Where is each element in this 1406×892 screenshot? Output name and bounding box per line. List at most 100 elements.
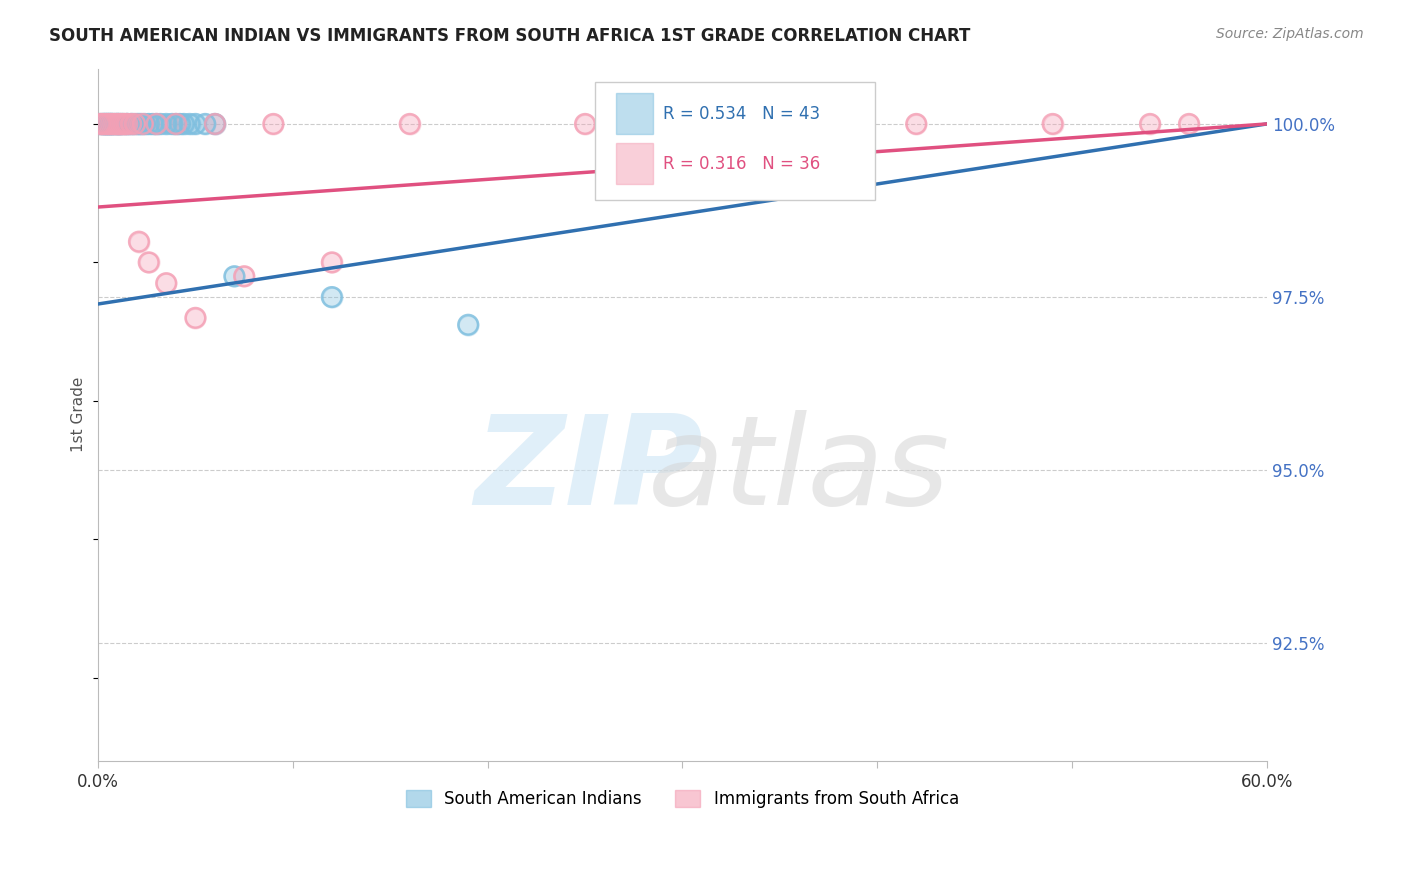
Point <box>194 117 217 131</box>
Point <box>807 117 830 131</box>
Point <box>905 117 928 131</box>
Point <box>94 117 117 131</box>
Point <box>107 117 129 131</box>
Point <box>97 117 120 131</box>
Point <box>173 117 195 131</box>
Point <box>108 117 131 131</box>
Point <box>165 117 187 131</box>
Point <box>142 117 165 131</box>
Point <box>169 117 191 131</box>
Point <box>124 117 146 131</box>
Point <box>91 117 114 131</box>
Point <box>117 117 139 131</box>
Point <box>204 117 226 131</box>
Point <box>114 117 136 131</box>
Point <box>100 117 122 131</box>
Point <box>107 117 129 131</box>
Point <box>104 117 127 131</box>
Point <box>107 117 129 131</box>
Point <box>173 117 195 131</box>
Point <box>103 117 125 131</box>
Point <box>134 117 156 131</box>
Point <box>117 117 139 131</box>
Point <box>120 117 142 131</box>
FancyBboxPatch shape <box>595 82 876 200</box>
Text: ZIP: ZIP <box>475 409 703 531</box>
Point <box>169 117 191 131</box>
Point <box>97 117 120 131</box>
Point <box>1139 117 1161 131</box>
Point <box>457 318 479 332</box>
Point <box>1139 117 1161 131</box>
Point <box>100 117 122 131</box>
Point <box>117 117 139 131</box>
Point <box>165 117 187 131</box>
Point <box>149 117 172 131</box>
Point <box>110 117 132 131</box>
Point <box>122 117 145 131</box>
Point <box>138 117 160 131</box>
Point <box>112 117 135 131</box>
Point <box>138 255 160 269</box>
Point <box>112 117 135 131</box>
Point <box>94 117 117 131</box>
Point <box>574 117 596 131</box>
Point <box>112 117 135 131</box>
Point <box>125 117 148 131</box>
Point <box>94 117 117 131</box>
Point <box>110 117 132 131</box>
Point <box>98 117 121 131</box>
Point <box>690 117 713 131</box>
Point <box>94 117 117 131</box>
Point <box>117 117 139 131</box>
Point <box>233 269 256 284</box>
Point <box>93 117 115 131</box>
Point <box>194 117 217 131</box>
Point <box>120 117 142 131</box>
Point <box>93 117 115 131</box>
Point <box>1042 117 1064 131</box>
Point <box>110 117 132 131</box>
Point <box>107 117 129 131</box>
Point <box>108 117 131 131</box>
Point <box>262 117 284 131</box>
Point <box>94 117 117 131</box>
Point <box>184 310 207 325</box>
Point <box>89 117 111 131</box>
Point <box>142 117 165 131</box>
Point <box>321 290 343 304</box>
Point <box>122 117 145 131</box>
Point <box>145 117 167 131</box>
Point <box>138 117 160 131</box>
Point <box>905 117 928 131</box>
Point <box>89 117 111 131</box>
Point <box>89 117 111 131</box>
Point <box>184 117 207 131</box>
Text: Source: ZipAtlas.com: Source: ZipAtlas.com <box>1216 27 1364 41</box>
Point <box>155 117 177 131</box>
Point <box>117 117 139 131</box>
Point <box>262 117 284 131</box>
Point <box>160 117 183 131</box>
Point <box>574 117 596 131</box>
Point <box>93 117 115 131</box>
Point <box>98 117 121 131</box>
Text: SOUTH AMERICAN INDIAN VS IMMIGRANTS FROM SOUTH AFRICA 1ST GRADE CORRELATION CHAR: SOUTH AMERICAN INDIAN VS IMMIGRANTS FROM… <box>49 27 970 45</box>
Text: atlas: atlas <box>648 409 950 531</box>
Point <box>398 117 420 131</box>
Point <box>224 269 246 284</box>
Point <box>128 117 150 131</box>
Point <box>98 117 121 131</box>
Point <box>100 117 122 131</box>
Point <box>457 318 479 332</box>
Point <box>100 117 122 131</box>
Point <box>97 117 120 131</box>
Point <box>107 117 129 131</box>
Point <box>145 117 167 131</box>
Point <box>103 117 125 131</box>
Point <box>149 117 172 131</box>
Point <box>138 255 160 269</box>
Point <box>108 117 131 131</box>
Point <box>104 117 127 131</box>
Point <box>321 255 343 269</box>
